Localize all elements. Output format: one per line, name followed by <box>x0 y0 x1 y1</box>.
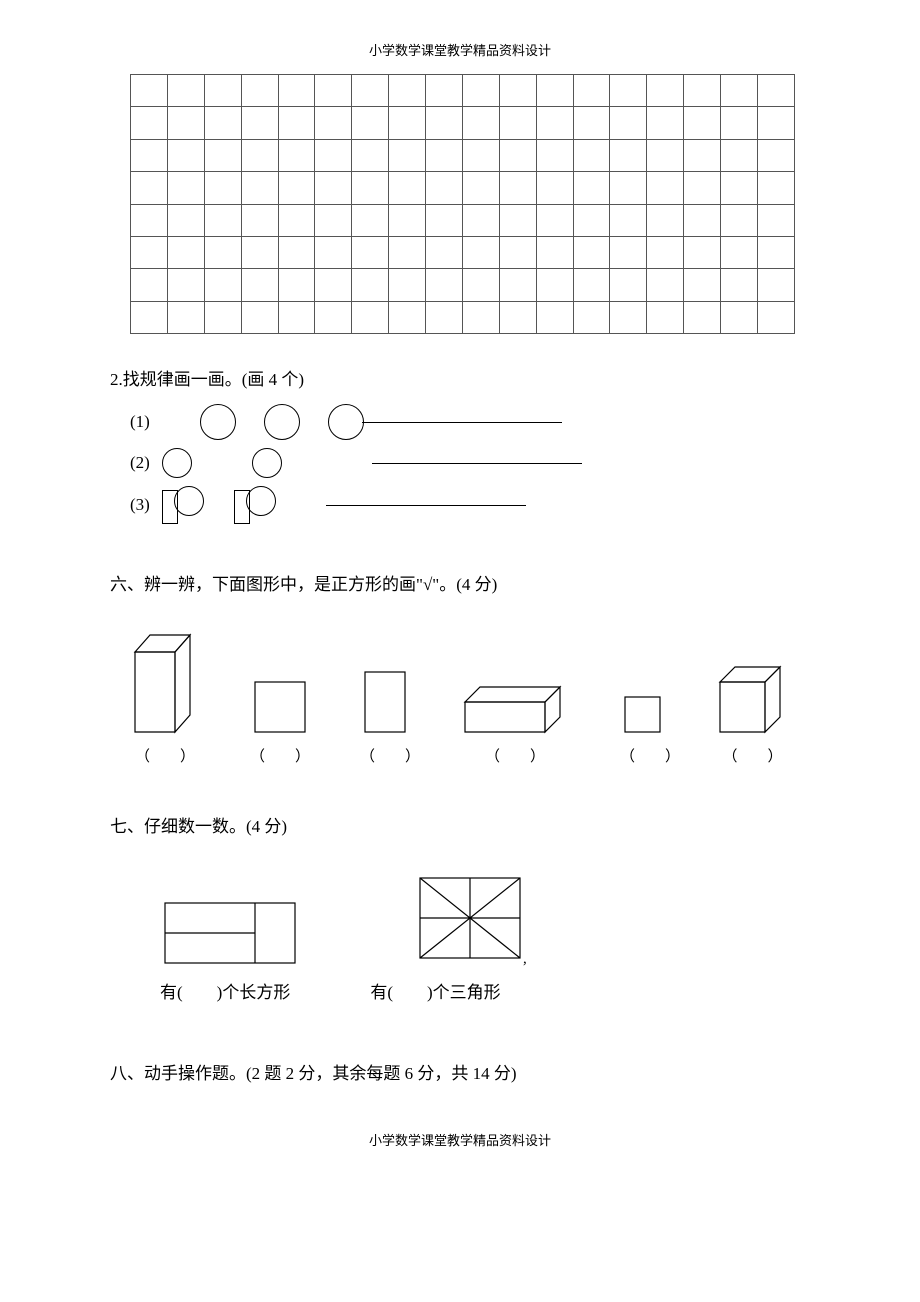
answer-blank <box>362 421 562 423</box>
rectangles-figure <box>160 898 300 968</box>
answer-blank <box>326 504 526 506</box>
rect-circle-icon <box>162 486 204 524</box>
q7-label-tri: 有( )个三角形 <box>370 978 500 1003</box>
paren-blank: （ ） <box>620 745 665 766</box>
q2-row1-num: (1) <box>130 412 162 432</box>
square-icon <box>250 677 310 737</box>
paren-blank: （ ） <box>360 745 410 766</box>
q2-row-3: (3) <box>130 486 810 524</box>
rect-circle-icon <box>234 486 276 524</box>
q2-row2-num: (2) <box>130 453 162 473</box>
circle-icon <box>162 448 192 478</box>
page-header: 小学数学课堂教学精品资料设计 <box>110 40 810 59</box>
circle-icon <box>264 404 300 440</box>
comma: , <box>523 951 527 967</box>
q2-row3-num: (3) <box>130 495 162 515</box>
q6-title: 六、辨一辨，下面图形中，是正方形的画"√"。(4 分) <box>110 569 810 601</box>
q6-labels-row: （ ） （ ） （ ） （ ） （ ） （ ） <box>130 745 790 766</box>
drawing-grid <box>130 74 795 334</box>
paren-blank: （ ） <box>715 745 790 766</box>
square-small-icon <box>620 692 665 737</box>
paren-blank: （ ） <box>460 745 570 766</box>
page-footer: 小学数学课堂教学精品资料设计 <box>110 1130 810 1149</box>
circle-icon <box>200 404 236 440</box>
q2-row-1: (1) <box>130 404 810 440</box>
cuboid-flat-icon <box>460 682 570 737</box>
q2-title: 2.找规律画一画。(画 4 个) <box>110 364 810 396</box>
rectangle-tall-icon <box>360 667 410 737</box>
paren-blank: （ ） <box>250 745 310 766</box>
answer-blank <box>372 462 582 464</box>
q7-labels-row: 有( )个长方形 有( )个三角形 <box>160 978 810 1003</box>
triangles-figure: , <box>410 868 530 968</box>
q7-shapes-row: , <box>160 868 810 968</box>
q7-label-rect: 有( )个长方形 <box>160 978 290 1003</box>
q8-title: 八、动手操作题。(2 题 2 分，其余每题 6 分，共 14 分) <box>110 1058 810 1090</box>
q7-title: 七、仔细数一数。(4 分) <box>110 811 810 843</box>
q6-shapes-row <box>130 627 790 737</box>
circle-icon <box>252 448 282 478</box>
cube-icon <box>715 662 790 737</box>
circle-icon <box>328 404 364 440</box>
paren-blank: （ ） <box>130 745 200 766</box>
q2-row-2: (2) <box>130 448 810 478</box>
cuboid-tall-icon <box>130 627 200 737</box>
